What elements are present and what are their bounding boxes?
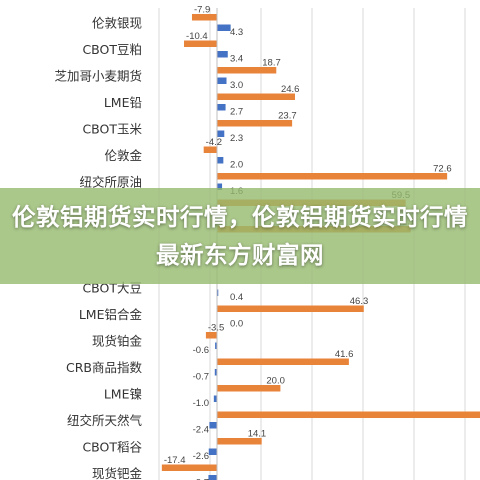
overlay-title: 伦敦铝期货实时行情，伦敦铝期货实时行情最新东方财富网 — [12, 203, 468, 269]
category-label: 伦敦金 — [104, 148, 142, 163]
value-label-blue: 2.7 — [230, 107, 243, 118]
value-label-blue: -2.7 — [193, 478, 209, 480]
value-label-orange: -10.4 — [186, 31, 208, 42]
bar-orange — [191, 14, 217, 21]
value-label-blue: -2.6 — [193, 451, 209, 462]
bar-blue — [217, 51, 228, 58]
bar-orange — [217, 385, 281, 392]
bar-orange — [184, 40, 217, 47]
bar-blue — [217, 130, 225, 137]
bar-orange — [205, 332, 217, 339]
category-label: 纽交所天然气 — [67, 413, 143, 428]
bar-blue — [217, 104, 226, 111]
bar-blue — [217, 157, 224, 164]
bar-orange — [217, 438, 262, 445]
category-label: LME铝合金 — [79, 307, 143, 322]
category-label: CBOT玉米 — [82, 122, 142, 137]
category-label: 现货铂金 — [92, 334, 143, 349]
bar-blue — [209, 422, 217, 429]
value-label-blue: 4.3 — [230, 27, 243, 38]
bar-blue — [208, 448, 217, 455]
value-label-orange: 41.6 — [335, 349, 354, 360]
bar-orange — [161, 464, 217, 471]
value-label-orange: -7.9 — [194, 5, 210, 16]
value-label-orange: 14.1 — [248, 429, 267, 440]
value-label-orange: -4.2 — [206, 137, 222, 148]
bar-blue — [217, 77, 227, 84]
bar-orange — [217, 173, 448, 180]
bar-orange — [217, 411, 480, 418]
value-label-orange: -17.4 — [164, 455, 186, 466]
value-label-orange: 24.6 — [281, 84, 300, 95]
value-label-blue: -0.7 — [193, 372, 209, 383]
bar-blue — [217, 24, 231, 31]
bar-blue — [208, 475, 217, 480]
category-label: CRB商品指数 — [66, 360, 142, 375]
category-label: 纽交所原油 — [79, 175, 142, 190]
category-label: 伦敦银现 — [92, 16, 142, 31]
labels: 伦敦银现 -7.9 4.3 CBOT豆粕 -10.4 3.4 芝加哥小麦期货 18.7 3.0 L… — [54, 5, 452, 480]
value-label-blue: -2.4 — [193, 425, 209, 436]
title-overlay-band: 伦敦铝期货实时行情，伦敦铝期货实时行情最新东方财富网 — [0, 188, 480, 284]
category-label: CBOT稻谷 — [82, 440, 142, 455]
value-label-blue: 0.0 — [230, 319, 243, 330]
value-label-blue: 0.4 — [230, 292, 243, 303]
value-label-orange: 46.3 — [350, 296, 369, 307]
bar-blue — [217, 289, 219, 296]
category-label: LME镍 — [104, 387, 142, 402]
category-label: 现货钯金 — [92, 466, 143, 480]
value-label-orange: 23.7 — [278, 111, 297, 122]
category-label: LME铅 — [104, 95, 142, 110]
category-label: CBOT豆粕 — [82, 42, 142, 57]
bar-blue — [217, 183, 223, 190]
bar-blue — [214, 369, 217, 376]
bar-orange — [217, 67, 277, 74]
value-label-blue: -0.6 — [193, 345, 209, 356]
value-label-blue: 2.0 — [230, 160, 243, 171]
bar-orange — [217, 120, 293, 127]
bar-orange — [217, 305, 364, 312]
bar-orange — [217, 93, 295, 100]
bar-blue — [213, 395, 217, 402]
value-label-blue: 3.4 — [230, 54, 243, 65]
bar-orange — [203, 146, 217, 153]
bar-orange — [217, 358, 349, 365]
value-label-blue: -1.0 — [193, 398, 209, 409]
bar-blue — [215, 342, 217, 349]
value-label-orange: 72.6 — [433, 164, 452, 175]
value-label-orange: 20.0 — [266, 376, 285, 387]
category-label: 芝加哥小麦期货 — [54, 69, 142, 84]
value-label-blue: 3.0 — [230, 80, 243, 91]
category-label: CBOT大豆 — [82, 281, 142, 296]
value-label-orange: 18.7 — [262, 58, 281, 69]
value-label-blue: 2.3 — [230, 133, 243, 144]
value-label-orange: -3.5 — [208, 323, 224, 334]
